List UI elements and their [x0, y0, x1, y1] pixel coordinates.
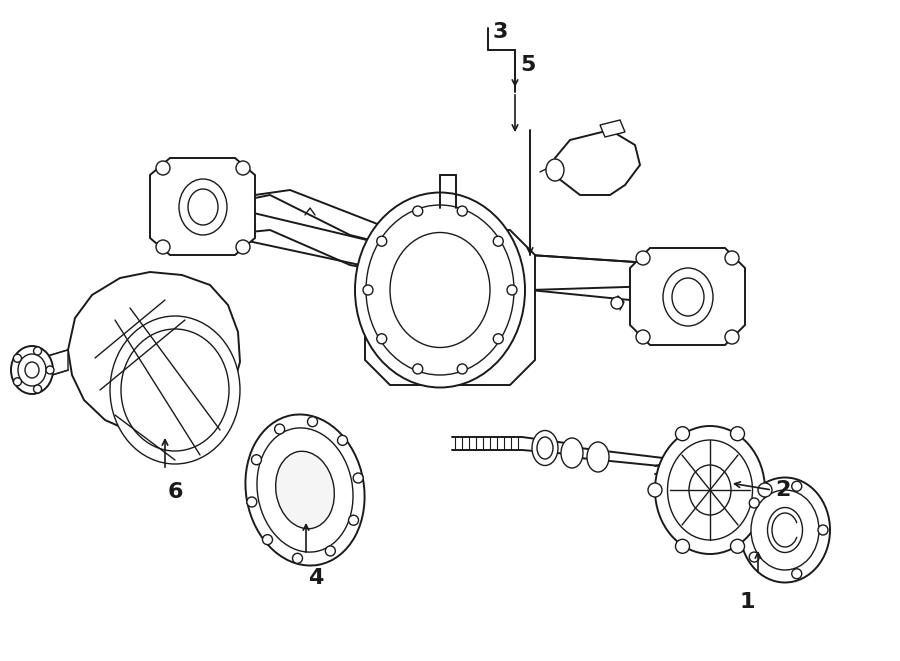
Ellipse shape: [740, 477, 830, 582]
Text: 6: 6: [168, 482, 184, 502]
Circle shape: [818, 525, 828, 535]
Ellipse shape: [546, 159, 564, 181]
Polygon shape: [655, 460, 680, 474]
Circle shape: [676, 539, 689, 553]
Circle shape: [750, 552, 760, 562]
Circle shape: [792, 481, 802, 491]
Ellipse shape: [246, 414, 364, 566]
Ellipse shape: [663, 268, 713, 326]
Circle shape: [14, 354, 22, 362]
Polygon shape: [630, 248, 745, 345]
Polygon shape: [35, 350, 68, 380]
Circle shape: [413, 206, 423, 216]
Ellipse shape: [390, 233, 490, 348]
Circle shape: [363, 285, 373, 295]
Circle shape: [348, 515, 358, 525]
Ellipse shape: [587, 442, 609, 472]
Ellipse shape: [188, 189, 218, 225]
Circle shape: [263, 535, 273, 545]
Ellipse shape: [257, 428, 353, 552]
Circle shape: [251, 455, 262, 465]
Text: 2: 2: [775, 480, 790, 500]
Polygon shape: [150, 158, 255, 255]
Circle shape: [14, 377, 22, 386]
Polygon shape: [68, 272, 240, 435]
Circle shape: [758, 483, 772, 497]
Ellipse shape: [532, 430, 558, 465]
Circle shape: [676, 427, 689, 441]
Circle shape: [731, 539, 744, 553]
Circle shape: [274, 424, 284, 434]
Text: 1: 1: [740, 592, 755, 612]
Circle shape: [292, 553, 302, 563]
Ellipse shape: [768, 508, 803, 553]
Ellipse shape: [25, 362, 39, 378]
Circle shape: [457, 206, 467, 216]
Text: 5: 5: [520, 55, 536, 75]
Ellipse shape: [561, 438, 583, 468]
Polygon shape: [600, 120, 625, 137]
Circle shape: [636, 330, 650, 344]
Ellipse shape: [179, 179, 227, 235]
Polygon shape: [580, 448, 680, 468]
Circle shape: [236, 161, 250, 175]
Ellipse shape: [751, 490, 819, 570]
Polygon shape: [220, 205, 430, 280]
Polygon shape: [530, 255, 690, 305]
Circle shape: [33, 385, 41, 393]
Circle shape: [338, 436, 347, 446]
Ellipse shape: [110, 316, 240, 464]
Ellipse shape: [668, 440, 752, 540]
Circle shape: [247, 497, 256, 507]
Circle shape: [636, 251, 650, 265]
Circle shape: [46, 366, 54, 374]
Ellipse shape: [11, 346, 53, 394]
Ellipse shape: [689, 465, 731, 515]
Circle shape: [236, 240, 250, 254]
Circle shape: [353, 473, 364, 483]
Circle shape: [308, 416, 318, 426]
Circle shape: [457, 364, 467, 374]
Ellipse shape: [537, 437, 553, 459]
Circle shape: [648, 483, 662, 497]
Circle shape: [413, 364, 423, 374]
Ellipse shape: [275, 451, 335, 529]
Circle shape: [377, 236, 387, 246]
Circle shape: [493, 236, 503, 246]
Ellipse shape: [18, 354, 46, 386]
Circle shape: [725, 251, 739, 265]
Ellipse shape: [655, 426, 765, 554]
Circle shape: [792, 568, 802, 579]
Circle shape: [156, 161, 170, 175]
Polygon shape: [220, 190, 430, 285]
Polygon shape: [555, 130, 640, 195]
Ellipse shape: [672, 278, 704, 316]
Circle shape: [750, 498, 760, 508]
Ellipse shape: [355, 192, 525, 387]
Polygon shape: [365, 230, 535, 385]
Text: 4: 4: [308, 568, 323, 588]
Text: 3: 3: [493, 22, 508, 42]
Circle shape: [493, 334, 503, 344]
Circle shape: [156, 240, 170, 254]
Circle shape: [326, 546, 336, 556]
Polygon shape: [522, 437, 580, 455]
Circle shape: [377, 334, 387, 344]
Circle shape: [33, 347, 41, 355]
Circle shape: [611, 297, 623, 309]
Circle shape: [507, 285, 517, 295]
Circle shape: [725, 330, 739, 344]
Circle shape: [731, 427, 744, 441]
